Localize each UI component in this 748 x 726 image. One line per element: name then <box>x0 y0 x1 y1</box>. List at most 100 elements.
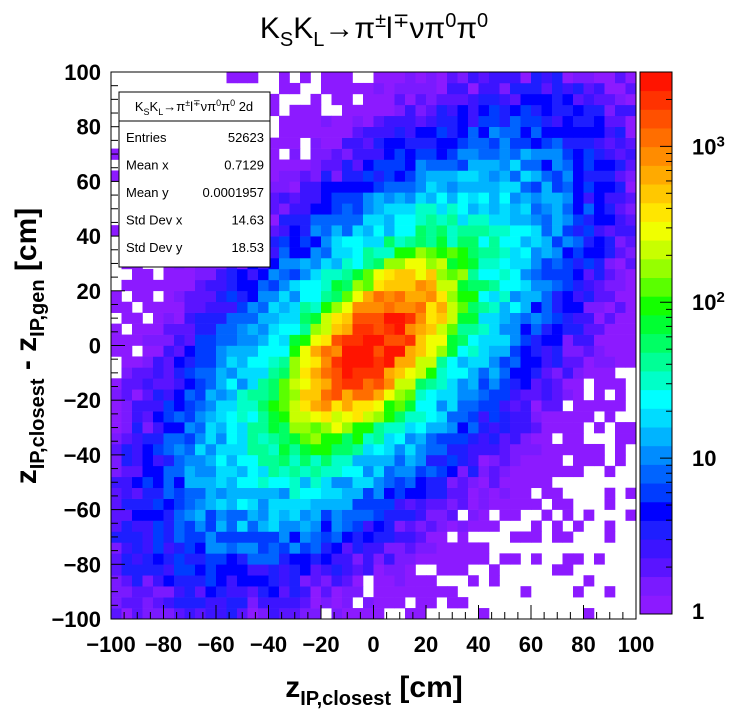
heatmap-cell <box>153 345 164 357</box>
heatmap-cell <box>415 170 427 182</box>
heatmap-cell <box>415 236 427 248</box>
heatmap-cell <box>489 192 500 204</box>
heatmap-cell <box>310 301 322 313</box>
heatmap-cell <box>520 389 532 401</box>
heatmap-cell <box>216 454 227 467</box>
heatmap-cell <box>489 378 500 390</box>
heatmap-cell <box>562 323 574 335</box>
heatmap-cell <box>142 345 154 357</box>
heatmap-cell <box>405 301 416 313</box>
heatmap-cell <box>289 170 301 182</box>
heatmap-cell <box>289 312 301 324</box>
heatmap-cell <box>510 301 521 313</box>
heatmap-cell <box>426 214 437 226</box>
heatmap-cell <box>363 148 374 160</box>
heatmap-cell <box>289 553 301 565</box>
heatmap-cell <box>457 268 469 281</box>
heatmap-cell <box>352 575 364 587</box>
heatmap-cell <box>457 443 469 456</box>
heatmap-cell <box>163 498 175 510</box>
heatmap-cell <box>331 356 343 368</box>
heatmap-cell <box>478 498 490 510</box>
heatmap-cell <box>121 564 133 576</box>
heatmap-cell <box>352 192 364 204</box>
heatmap-cell <box>394 279 406 292</box>
heatmap-cell <box>478 93 490 106</box>
heatmap-cell <box>216 476 227 489</box>
heatmap-cell <box>363 509 374 521</box>
heatmap-cell <box>604 126 616 138</box>
heatmap-cell <box>562 498 574 510</box>
heatmap-cell <box>552 137 563 149</box>
heatmap-cell <box>300 115 311 127</box>
heatmap-cell <box>184 367 196 379</box>
heatmap-cell <box>573 203 584 215</box>
heatmap-cell <box>132 564 143 576</box>
heatmap-cell <box>310 203 322 215</box>
heatmap-cell <box>310 597 322 609</box>
heatmap-cell <box>436 214 448 226</box>
heatmap-cell <box>520 159 532 171</box>
heatmap-cell <box>373 433 385 445</box>
heatmap-cell <box>520 301 532 313</box>
heatmap-cell <box>373 389 385 401</box>
heatmap-cell <box>352 181 364 193</box>
heatmap-cell <box>174 367 185 379</box>
heatmap-cell <box>594 290 605 303</box>
heatmap-cell <box>331 433 343 445</box>
heatmap-cell <box>415 553 427 565</box>
heatmap-cell <box>289 214 301 226</box>
heatmap-cell <box>541 411 553 423</box>
heatmap-cell <box>447 433 458 445</box>
heatmap-cell <box>174 279 185 292</box>
heatmap-cell <box>352 454 364 467</box>
heatmap-cell <box>310 378 322 390</box>
heatmap-cell <box>342 236 353 248</box>
heatmap-cell <box>520 137 532 149</box>
heatmap-cell <box>195 575 206 587</box>
heatmap-cell <box>499 454 511 467</box>
heatmap-cell <box>573 159 584 171</box>
heatmap-cell <box>489 115 500 127</box>
heatmap-cell <box>384 389 395 401</box>
heatmap-cell <box>279 378 290 390</box>
heatmap-cell <box>237 564 248 576</box>
heatmap-cell <box>268 334 280 346</box>
heatmap-cell <box>436 268 448 281</box>
heatmap-cell <box>247 323 259 335</box>
heatmap-cell <box>415 454 427 467</box>
heatmap-cell <box>510 126 521 138</box>
heatmap-cell <box>457 93 469 106</box>
heatmap-cell <box>468 411 479 423</box>
heatmap-cell <box>373 509 385 521</box>
heatmap-cell <box>615 312 626 324</box>
heatmap-cell <box>615 236 626 248</box>
heatmap-cell <box>594 422 605 434</box>
heatmap-cell <box>415 465 427 478</box>
heatmap-cell <box>478 400 490 412</box>
heatmap-cell <box>132 411 143 423</box>
heatmap-cell <box>384 159 395 171</box>
heatmap-cell <box>310 192 322 204</box>
heatmap-cell <box>394 378 406 390</box>
heatmap-cell <box>457 203 469 215</box>
heatmap-cell <box>604 531 616 543</box>
heatmap-cell <box>541 389 553 401</box>
heatmap-cell <box>195 520 206 532</box>
palette-segment <box>640 557 672 578</box>
heatmap-cell <box>489 487 500 499</box>
heatmap-cell <box>363 312 374 324</box>
heatmap-cell <box>174 422 185 434</box>
heatmap-cell <box>468 476 479 489</box>
heatmap-cell <box>163 465 175 478</box>
heatmap-cell <box>541 345 553 357</box>
heatmap-cell <box>279 181 290 193</box>
heatmap-cell <box>279 323 290 335</box>
heatmap-cell <box>363 137 374 149</box>
heatmap-cell <box>436 422 448 434</box>
heatmap-cell <box>615 181 626 193</box>
heatmap-cell <box>405 465 416 478</box>
heatmap-cell <box>489 520 500 532</box>
heatmap-cell <box>226 586 238 598</box>
